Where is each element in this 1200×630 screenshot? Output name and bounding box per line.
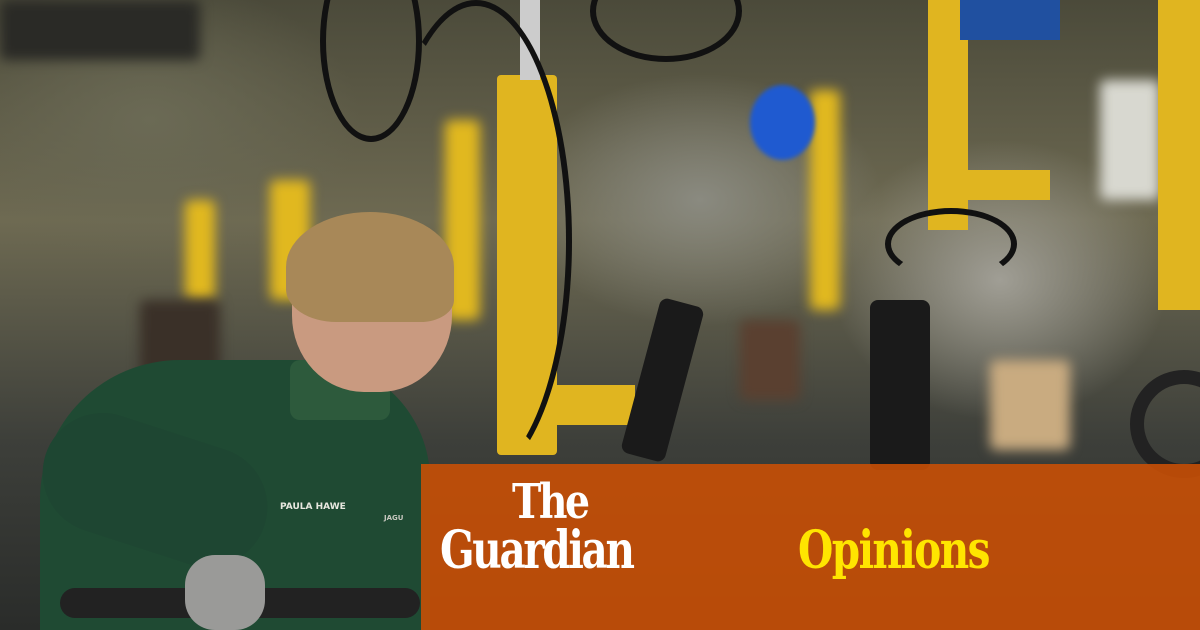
wheel-hub: [1130, 370, 1200, 478]
cable: [885, 208, 1017, 280]
cable: [590, 0, 742, 62]
blue-fixture: [960, 0, 1060, 40]
blue-lamp: [750, 85, 815, 160]
yellow-rail: [1158, 0, 1200, 310]
name-badge: PAULA HAWE: [280, 502, 346, 512]
logo-guardian: Guardian: [440, 520, 635, 581]
logo-the: The: [512, 474, 590, 530]
jaguar-badge-logo: JAGU: [384, 514, 404, 522]
white-panel-blur: [1100, 80, 1160, 200]
yellow-rail-blur: [810, 90, 840, 310]
person-blur: [740, 320, 800, 400]
yellow-rail-blur: [185, 200, 215, 300]
opinion-overlay: [421, 464, 1200, 630]
worker-glove: [185, 555, 265, 630]
cable: [380, 0, 572, 482]
yellow-rail: [960, 170, 1050, 200]
tool-cylinder: [870, 300, 930, 470]
box-blur: [990, 360, 1070, 450]
worker-hair: [286, 212, 454, 322]
logo-opinions: Opinions: [798, 520, 990, 581]
machinery-blur: [0, 0, 200, 60]
guardian-opinions-logo: The Guardian Opinions: [440, 470, 1160, 620]
tool-cylinder: [620, 296, 705, 464]
